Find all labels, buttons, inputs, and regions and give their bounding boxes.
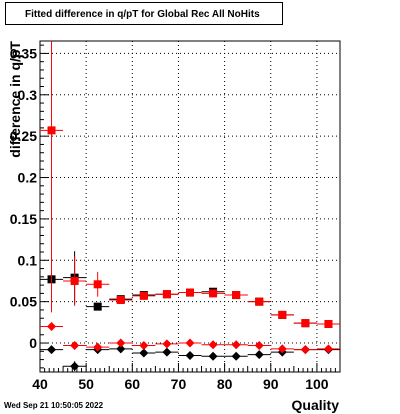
data-point-square <box>301 319 310 328</box>
x-tick-label: 60 <box>125 376 141 392</box>
y-tick-label: 0.15 <box>10 211 37 227</box>
data-point-diamond <box>208 351 218 361</box>
data-point-square <box>47 126 56 135</box>
y-tick-label: 0.25 <box>10 128 37 144</box>
data-point-diamond <box>185 338 195 348</box>
data-point-diamond <box>162 347 172 357</box>
data-point-square <box>70 276 79 285</box>
y-tick-label: 0.05 <box>10 294 37 310</box>
data-point-diamond <box>47 321 57 331</box>
data-point-diamond <box>254 341 264 351</box>
data-point-diamond <box>47 345 57 355</box>
y-tick-label: 0.3 <box>18 87 38 103</box>
data-point-square <box>186 288 194 297</box>
series-4 <box>40 321 340 355</box>
x-axis-label: Quality <box>292 397 340 413</box>
x-tick-label: 70 <box>171 376 187 392</box>
grid-lines <box>40 41 340 372</box>
series-3 <box>40 344 340 372</box>
x-tick-label: 80 <box>217 376 233 392</box>
data-point-square <box>324 320 333 329</box>
data-marks <box>40 41 340 372</box>
y-axis-label: difference in q/pT <box>7 41 23 158</box>
data-point-diamond <box>254 350 264 360</box>
data-point-square <box>255 297 264 306</box>
data-point-diamond <box>208 340 218 350</box>
data-point-diamond <box>139 341 149 351</box>
data-point-square <box>162 290 171 299</box>
data-point-diamond <box>93 342 103 352</box>
data-point-diamond <box>70 341 80 351</box>
data-point-square <box>278 310 287 319</box>
y-tick-label: 0.2 <box>18 170 38 186</box>
y-tick-label: 0.35 <box>10 45 37 61</box>
x-tick-label: 100 <box>305 376 329 392</box>
data-point-diamond <box>231 340 241 350</box>
axis-ticks <box>39 44 336 372</box>
chart-title-box: Fitted difference in q/pT for Global Rec… <box>5 2 283 25</box>
data-point-square <box>93 280 102 289</box>
data-point-diamond <box>323 344 333 354</box>
data-point-diamond <box>116 344 126 354</box>
data-point-diamond <box>277 344 287 354</box>
data-point-diamond <box>116 338 126 348</box>
y-tick-label: 0.1 <box>18 252 38 268</box>
plot-frame <box>39 40 341 373</box>
x-tick-labels: 40 50 60 70 80 90 100 <box>32 376 329 392</box>
chart-title: Fitted difference in q/pT for Global Rec… <box>25 9 260 20</box>
data-point-diamond <box>162 339 172 349</box>
data-point-diamond <box>70 361 80 371</box>
data-point-square <box>116 296 125 305</box>
data-point-square <box>232 291 241 300</box>
data-point-square <box>139 291 148 300</box>
data-point-square <box>93 302 102 311</box>
series-2 <box>40 41 340 329</box>
y-tick-labels: 0 0.05 0.1 0.15 0.2 0.25 0.3 0.35 <box>10 45 37 351</box>
data-point-diamond <box>231 351 241 361</box>
x-tick-label: 90 <box>263 376 279 392</box>
x-tick-label: 40 <box>32 376 48 392</box>
x-tick-label: 50 <box>78 376 94 392</box>
timestamp-label: Wed Sep 21 10:50:05 2022 <box>4 401 104 410</box>
data-point-diamond <box>185 350 195 360</box>
data-point-diamond <box>139 348 149 358</box>
data-point-diamond <box>300 345 310 355</box>
y-tick-label: 0 <box>29 335 37 351</box>
data-point-square <box>209 289 218 298</box>
